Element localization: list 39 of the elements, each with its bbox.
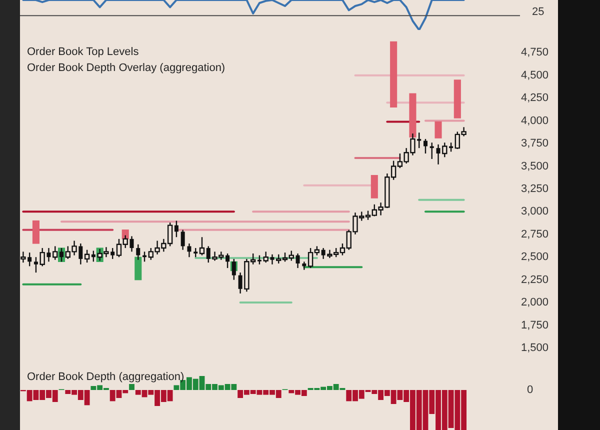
text: 25 <box>532 6 544 18</box>
candlestick <box>194 247 198 258</box>
candlestick <box>302 261 306 270</box>
bar <box>390 41 398 108</box>
candlestick <box>423 138 428 154</box>
y-tick-label: 4,000 <box>521 114 549 127</box>
y-tick-label: 3,500 <box>521 160 549 172</box>
candlestick <box>34 256 38 274</box>
y-tick-label: 1,750 <box>521 319 549 332</box>
candlestick <box>257 254 262 265</box>
y-tick-label: 3,750 <box>521 138 549 150</box>
y-tick-label: 3,250 <box>521 182 549 195</box>
bar <box>370 174 378 198</box>
text: Order Book Top Levels <box>27 46 140 58</box>
candlestick <box>52 246 58 260</box>
y-tick-label: 2,750 <box>521 228 549 240</box>
text: Order Book Depth Overlay (aggregation) <box>27 62 226 74</box>
candlestick <box>296 252 300 269</box>
y-tick-label: 1,500 <box>521 342 549 354</box>
candlestick <box>199 236 205 256</box>
candlestick <box>174 220 178 238</box>
bar <box>454 80 461 118</box>
bar <box>434 121 442 138</box>
y-tick-label: 4,250 <box>521 92 549 104</box>
y-tick-label: 2,500 <box>521 251 549 264</box>
candlestick <box>187 242 192 258</box>
candlestick <box>84 249 90 264</box>
bar <box>129 384 134 390</box>
candlestick <box>180 229 185 250</box>
y-tick-label: 4,500 <box>521 69 549 82</box>
candlestick <box>130 236 134 252</box>
candlestick <box>430 142 434 160</box>
y-tick-label: 3,000 <box>521 206 549 218</box>
y-tick-label: 2,000 <box>521 296 549 309</box>
y-tick-label: 4,750 <box>521 46 549 59</box>
text: 0 <box>527 384 534 396</box>
chart-title: Order Book Depth (aggregation) <box>27 371 184 384</box>
y-tick-label: 2,250 <box>521 274 549 286</box>
bar <box>32 220 40 244</box>
